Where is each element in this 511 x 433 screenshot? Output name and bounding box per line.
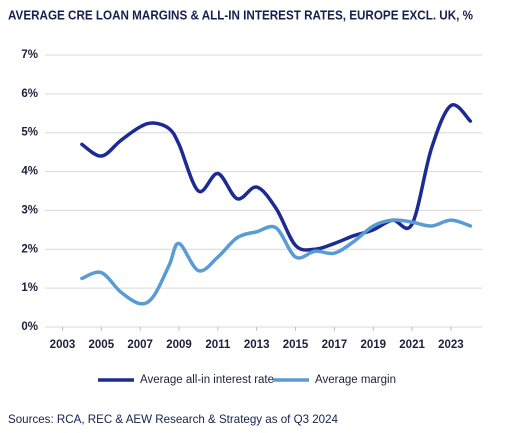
source-note: Sources: RCA, REC & AEW Research & Strat… [8,412,338,426]
y-tick-label: 7% [21,49,38,61]
x-tick-label: 2017 [322,339,348,351]
series-line [80,218,473,306]
y-tick-label: 5% [21,127,38,139]
x-tick-label: 2013 [244,339,270,351]
x-tick-label: 2005 [89,339,115,351]
x-tick-label: 2009 [166,339,192,351]
chart-title: AVERAGE CRE LOAN MARGINS & ALL-IN INTERE… [8,8,473,22]
x-tick-label: 2011 [205,339,231,351]
y-tick-label: 6% [21,88,38,100]
y-tick-label: 0% [21,321,38,333]
x-tick-label: 2019 [360,339,386,351]
x-tick-label: 2021 [399,339,425,351]
x-tick-label: 2003 [50,339,76,351]
x-tick-label: 2015 [283,339,309,351]
y-tick-label: 1% [21,282,38,294]
y-tick-label: 4% [21,166,38,178]
y-tick-label: 2% [21,243,38,255]
series-line [80,103,473,252]
y-tick-label: 3% [21,204,38,216]
legend-label: Average margin [315,374,396,386]
x-tick-label: 2007 [127,339,153,351]
legend-label: Average all-in interest rate [140,374,274,386]
x-tick-label: 2023 [438,339,464,351]
